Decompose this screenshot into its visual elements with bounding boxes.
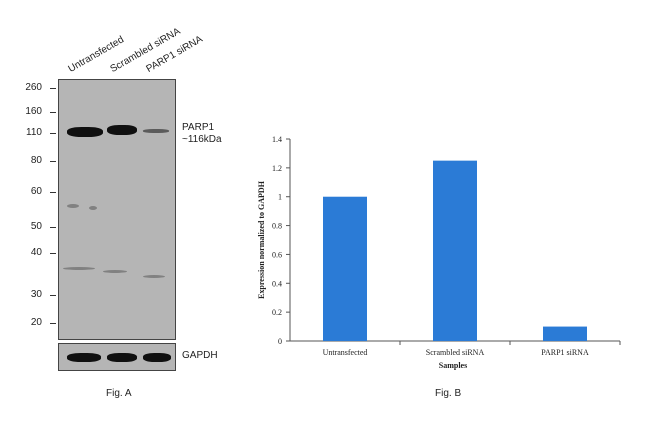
mw-marker-160: 160	[25, 106, 42, 117]
target-label: PARP1 ~116kDa	[182, 122, 222, 146]
y-tick-label: 0.8	[272, 222, 282, 231]
mw-marker-40: 40	[30, 247, 42, 258]
faint-band-1	[67, 204, 79, 208]
bar-3	[543, 326, 587, 341]
mw-marker-50: 50	[30, 221, 42, 232]
x-tick-label: PARP1 siRNA	[541, 348, 589, 357]
mw-tick	[50, 88, 56, 89]
y-tick-label: 1.4	[272, 135, 282, 144]
target-size: ~116kDa	[182, 134, 222, 145]
mw-marker-80: 80	[30, 155, 42, 166]
figure-b-caption: Fig. B	[435, 388, 462, 399]
mw-tick	[50, 112, 56, 113]
x-tick-labels: Untransfected Scrambled siRNA PARP1 siRNA	[323, 341, 621, 357]
y-tick-label: 0	[278, 337, 282, 346]
target-name: PARP1	[182, 122, 215, 133]
faint-band-2	[89, 206, 97, 210]
y-axis-label: Expression normalized to GAPDH	[257, 180, 266, 299]
mw-marker-30: 30	[30, 289, 42, 300]
y-tick-labels: 0 0.2 0.4 0.6 0.8 1 1.2 1.4	[272, 135, 290, 346]
faint-band-3	[63, 267, 95, 270]
chart-bars	[323, 160, 587, 341]
gapdh-band-lane2	[107, 353, 137, 362]
y-tick-label: 1	[278, 193, 282, 202]
mw-marker-20: 20	[30, 317, 42, 328]
parp1-band-lane2	[107, 125, 137, 135]
bar-1	[323, 196, 367, 341]
gapdh-label: GAPDH	[182, 350, 218, 361]
mw-tick	[50, 161, 56, 162]
bar-2	[433, 160, 477, 341]
mw-tick	[50, 253, 56, 254]
faint-band-5	[143, 275, 165, 278]
figure-a-caption: Fig. A	[106, 388, 132, 399]
y-tick-label: 1.2	[272, 164, 282, 173]
mw-tick	[50, 192, 56, 193]
y-tick-label: 0.4	[272, 279, 282, 288]
gapdh-band-lane1	[67, 353, 101, 362]
faint-band-4	[103, 270, 127, 273]
mw-marker-110: 110	[26, 127, 42, 138]
parp1-band-lane3	[143, 129, 169, 133]
mw-tick	[50, 227, 56, 228]
gapdh-band-lane3	[143, 353, 171, 362]
gapdh-blot	[58, 343, 176, 371]
mw-tick	[50, 295, 56, 296]
mw-tick	[50, 133, 56, 134]
y-tick-label: 0.2	[272, 308, 282, 317]
x-axis-label: Samples	[439, 361, 467, 370]
y-tick-label: 0.6	[272, 250, 282, 259]
mw-marker-60: 60	[30, 186, 42, 197]
x-tick-label: Scrambled siRNA	[426, 348, 485, 357]
mw-tick	[50, 323, 56, 324]
x-tick-label: Untransfected	[323, 348, 368, 357]
mw-marker-260: 260	[25, 82, 42, 93]
main-blot	[58, 79, 176, 340]
parp1-band-lane1	[67, 127, 103, 137]
